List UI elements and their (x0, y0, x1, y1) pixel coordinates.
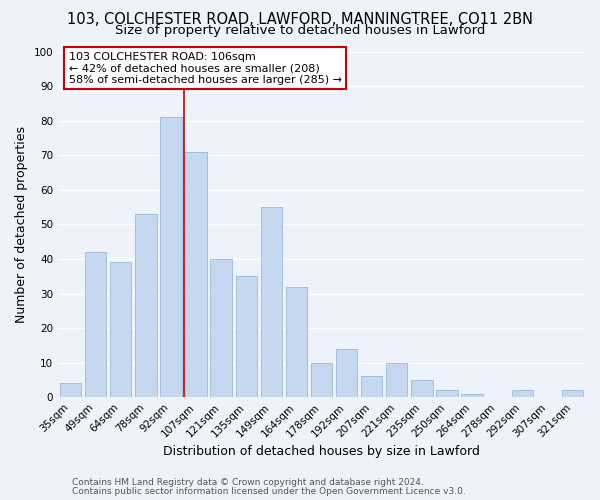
Bar (361, 376, 382, 397)
Bar (386, 362, 407, 397)
Bar (185, 152, 207, 397)
Bar (211, 259, 232, 397)
Text: 103, COLCHESTER ROAD, LAWFORD, MANNINGTREE, CO11 2BN: 103, COLCHESTER ROAD, LAWFORD, MANNINGTR… (67, 12, 533, 28)
Bar (160, 117, 182, 397)
Text: Size of property relative to detached houses in Lawford: Size of property relative to detached ho… (115, 24, 485, 37)
Text: Contains public sector information licensed under the Open Government Licence v3: Contains public sector information licen… (72, 487, 466, 496)
Text: Contains HM Land Registry data © Crown copyright and database right 2024.: Contains HM Land Registry data © Crown c… (72, 478, 424, 487)
Bar (236, 276, 257, 397)
Bar (461, 394, 483, 397)
Bar (135, 214, 157, 397)
X-axis label: Distribution of detached houses by size in Lawford: Distribution of detached houses by size … (163, 444, 480, 458)
Bar (436, 390, 458, 397)
Bar (336, 349, 357, 397)
Bar (562, 390, 583, 397)
Bar (110, 262, 131, 397)
Bar (411, 380, 433, 397)
Bar (512, 390, 533, 397)
Bar (286, 286, 307, 397)
Bar (85, 252, 106, 397)
Bar (311, 362, 332, 397)
Bar (60, 384, 81, 397)
Y-axis label: Number of detached properties: Number of detached properties (15, 126, 28, 323)
Bar (260, 207, 282, 397)
Text: 103 COLCHESTER ROAD: 106sqm
← 42% of detached houses are smaller (208)
58% of se: 103 COLCHESTER ROAD: 106sqm ← 42% of det… (68, 52, 341, 84)
